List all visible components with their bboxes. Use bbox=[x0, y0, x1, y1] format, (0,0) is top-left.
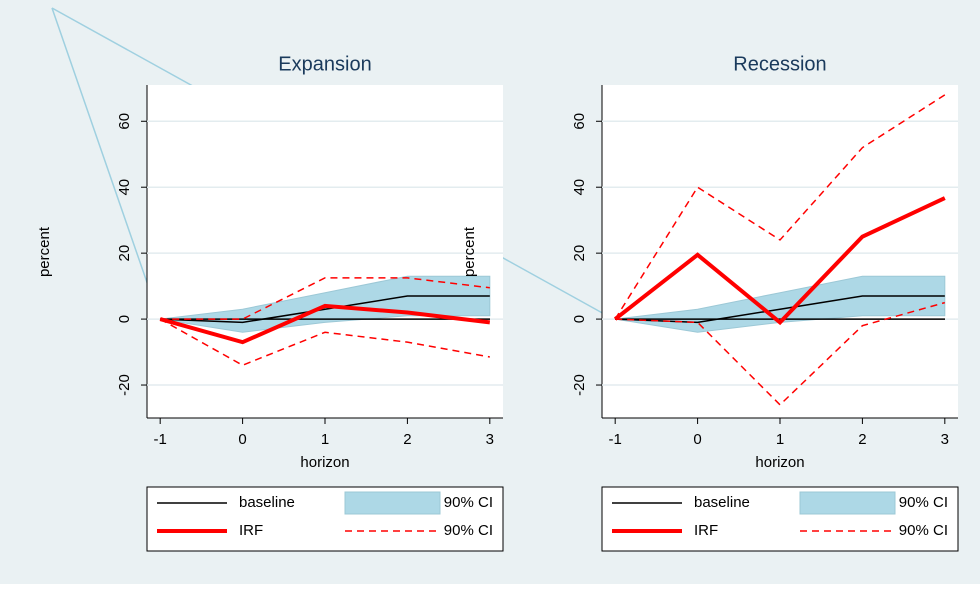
x-tick-label: 2 bbox=[858, 431, 866, 448]
x-tick-label: -1 bbox=[609, 431, 622, 448]
y-tick-label: 20 bbox=[571, 245, 588, 262]
x-tick-label: 3 bbox=[486, 431, 494, 448]
chart-title: Recession bbox=[733, 53, 826, 75]
x-tick-label: 1 bbox=[776, 431, 784, 448]
y-tick-label: 40 bbox=[116, 179, 133, 196]
legend-label: baseline bbox=[694, 494, 750, 511]
x-tick-label: 1 bbox=[321, 431, 329, 448]
y-tick-label: 0 bbox=[571, 315, 588, 323]
legend-label: 90% CI bbox=[899, 494, 948, 511]
ci-line bbox=[160, 277, 490, 320]
y-axis-label: percent bbox=[36, 226, 53, 277]
legend-swatch bbox=[799, 491, 896, 515]
x-tick-label: 0 bbox=[238, 431, 246, 448]
y-tick-label: 20 bbox=[116, 245, 133, 262]
plot-area bbox=[147, 85, 503, 418]
legend-label: IRF bbox=[694, 522, 718, 539]
x-tick-label: 2 bbox=[403, 431, 411, 448]
legend-label: 90% CI bbox=[444, 522, 493, 539]
irf-line bbox=[159, 303, 491, 345]
ci-line bbox=[159, 318, 490, 367]
artifact-line bbox=[51, 7, 161, 321]
legend-swatch bbox=[344, 491, 441, 515]
y-axis-label: percent bbox=[461, 226, 478, 277]
plot-area bbox=[602, 85, 958, 418]
y-tick-label: -20 bbox=[116, 374, 133, 396]
legend-label: IRF bbox=[239, 522, 263, 539]
irf-line bbox=[613, 196, 946, 326]
y-tick-label: 0 bbox=[116, 315, 133, 323]
legend-label: baseline bbox=[239, 494, 295, 511]
x-axis-label: horizon bbox=[300, 454, 349, 471]
y-tick-label: 60 bbox=[116, 113, 133, 130]
legend-label: 90% CI bbox=[444, 494, 493, 511]
baseline-line bbox=[160, 295, 490, 324]
x-tick-label: -1 bbox=[154, 431, 167, 448]
ci-line bbox=[615, 301, 946, 406]
y-tick-label: -20 bbox=[571, 374, 588, 396]
x-axis-label: horizon bbox=[755, 454, 804, 471]
y-tick-label: 40 bbox=[571, 179, 588, 196]
ci-line bbox=[614, 94, 946, 320]
legend-label: 90% CI bbox=[899, 522, 948, 539]
legend-box bbox=[146, 486, 504, 552]
legend-box bbox=[601, 486, 959, 552]
y-tick-label: 60 bbox=[571, 113, 588, 130]
chart-title: Expansion bbox=[278, 53, 371, 75]
x-tick-label: 0 bbox=[693, 431, 701, 448]
x-tick-label: 3 bbox=[941, 431, 949, 448]
